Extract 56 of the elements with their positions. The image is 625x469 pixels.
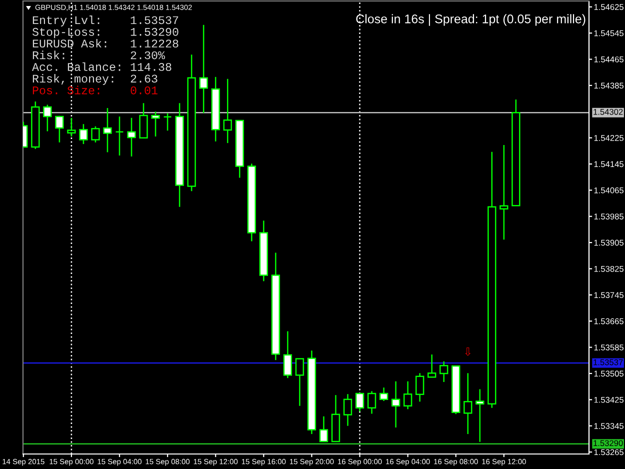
y-tick-label: 1.53985 <box>594 214 624 220</box>
ref-line-label: 1.53537 <box>594 359 623 366</box>
candlestick <box>367 390 376 414</box>
y-tick-label: 1.54385 <box>594 82 624 89</box>
annotation: ⇩ <box>465 347 471 356</box>
candlestick <box>223 78 232 144</box>
y-tick-label: 1.53505 <box>594 370 624 377</box>
y-tick-label: 1.53265 <box>594 449 624 456</box>
candlestick <box>79 123 88 145</box>
annotation: Risk: 2.30% <box>32 50 166 60</box>
y-tick-label: 1.53345 <box>594 423 624 429</box>
candlestick <box>427 354 436 378</box>
annotation: Risk, money: 2.63 <box>32 74 158 85</box>
annotation: EURUSD Ask: 1.12228 <box>32 38 178 48</box>
candlestick <box>67 117 76 138</box>
candlestick <box>163 112 172 132</box>
candlestick <box>319 416 328 443</box>
candlestick <box>127 117 136 158</box>
candlestick <box>151 111 160 138</box>
y-tick-label: 1.53665 <box>594 318 624 324</box>
candlestick <box>464 372 472 435</box>
annotation: Entry Lvl: 1.53537 <box>32 16 178 26</box>
candlestick <box>199 24 208 114</box>
y-tick-label: 1.54625 <box>594 4 624 10</box>
y-tick-label: 1.54545 <box>594 30 624 36</box>
y-tick-label: 1.54225 <box>594 135 624 141</box>
annotation: Pos. Size: 0.01 <box>32 86 158 94</box>
y-tick-label: 1.54145 <box>594 161 624 168</box>
candlestick <box>295 358 304 407</box>
candlestick <box>415 372 424 402</box>
ref-line-label: 1.53290 <box>594 440 623 446</box>
text: Close in 16s | Spread: 1pt (0.05 per mille) <box>356 14 586 26</box>
y-tick-label: 1.53585 <box>594 344 624 350</box>
candlestick <box>439 360 448 383</box>
candlestick <box>391 380 400 428</box>
candlestick <box>403 380 412 410</box>
annotation: Acc. Balance: 114.38 <box>32 62 172 71</box>
y-tick-label: 1.53425 <box>594 396 624 403</box>
candlestick <box>115 116 124 156</box>
candlestick <box>476 388 484 443</box>
y-tick-label: 1.53825 <box>594 266 624 272</box>
y-tick-label: 1.54065 <box>594 187 624 194</box>
y-tick-label: 1.53905 <box>594 240 624 246</box>
candlestick <box>500 144 508 240</box>
candlestick <box>103 107 112 153</box>
candlestick <box>43 104 52 132</box>
candlestick <box>139 102 148 139</box>
candlestick <box>55 115 64 144</box>
candlestick <box>283 330 292 379</box>
candlestick <box>379 386 388 402</box>
candlestick <box>91 126 100 144</box>
ref-line-label: 1.54302 <box>594 108 623 115</box>
annotation: Stop-Loss: 1.53290 <box>32 28 178 38</box>
candlestick <box>343 393 352 426</box>
y-tick-label: 1.53745 <box>594 292 624 298</box>
y-tick-label: 1.54465 <box>594 56 624 62</box>
